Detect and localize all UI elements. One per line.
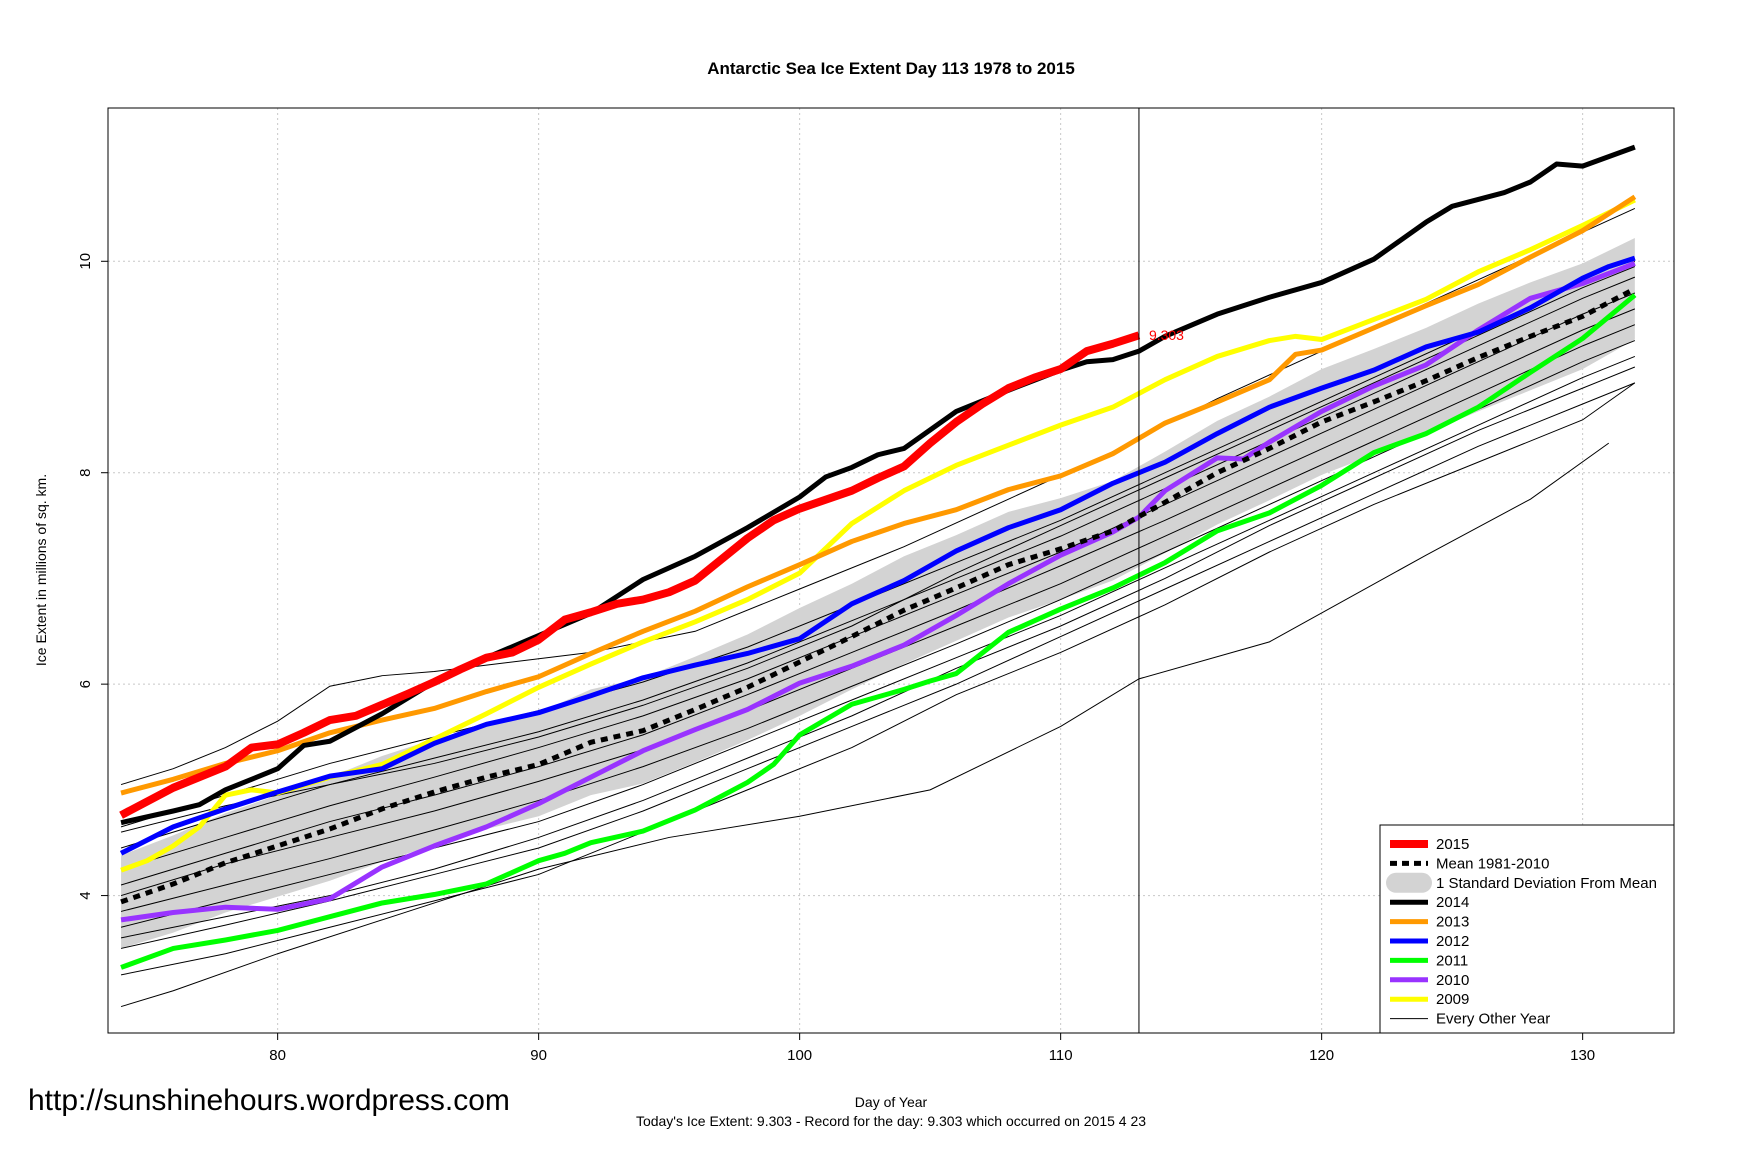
- current-day-layer: 9.303: [1138, 108, 1184, 1033]
- y-tick-label: 4: [77, 891, 94, 899]
- x-tick-label: 80: [269, 1047, 286, 1064]
- series-line-2009: [120, 197, 1636, 873]
- chart-title: Antarctic Sea Ice Extent Day 113 1978 to…: [707, 59, 1075, 78]
- current-value-label: 9.303: [1149, 327, 1184, 343]
- series-line-2011: [120, 293, 1637, 970]
- y-axis-label: Ice Extent in millions of sq. km.: [33, 474, 49, 666]
- footer-text: Today's Ice Extent: 9.303 - Record for t…: [636, 1113, 1146, 1129]
- legend-label-2011: 2011: [1436, 952, 1468, 969]
- legend-label-2010: 2010: [1436, 972, 1469, 989]
- x-tick-label: 100: [787, 1047, 812, 1064]
- y-axis: 4 6 8 10: [77, 253, 108, 900]
- x-tick-label: 110: [1049, 1047, 1073, 1064]
- series-line-mean-1981-2010: [120, 286, 1637, 905]
- series-line-other-year: [120, 266, 1636, 833]
- legend-label-2013: 2013: [1436, 914, 1469, 931]
- series-line-other-year: [120, 382, 1636, 976]
- series-line-other-year: [120, 366, 1636, 939]
- series-line-other-year: [120, 442, 1610, 1008]
- x-axis: 80 90 100 110 120 130: [269, 1033, 1595, 1064]
- legend-label-mean-1981-2010: Mean 1981-2010: [1436, 855, 1549, 872]
- y-tick-label: 8: [77, 469, 94, 477]
- series-line-2015: [119, 331, 1141, 819]
- legend-label-2014: 2014: [1436, 894, 1469, 911]
- legend: 2015 Mean 1981-2010 1 Standard Deviation F…: [1379, 824, 1675, 1034]
- x-tick-label: 90: [530, 1047, 547, 1064]
- legend-swatch-sd-band: [1386, 872, 1432, 893]
- series-line-2013: [120, 194, 1637, 796]
- y-tick-label: 10: [77, 253, 94, 270]
- x-axis-label: Day of Year: [855, 1094, 928, 1110]
- series-line-other-year: [120, 355, 1636, 928]
- series-line-2010: [120, 261, 1636, 923]
- x-tick-label: 120: [1309, 1047, 1334, 1064]
- series-line-other-year: [120, 292, 1636, 870]
- x-tick-label: 130: [1570, 1047, 1595, 1064]
- legend-label-2015: 2015: [1436, 836, 1469, 853]
- watermark-url: http://sunshinehours.wordpress.com: [28, 1084, 510, 1117]
- legend-label-every-other-year: Every Other Year: [1436, 1011, 1550, 1028]
- highlight-years-layer: [119, 144, 1637, 970]
- series-line-other-year: [120, 382, 1636, 949]
- legend-label-2012: 2012: [1436, 933, 1469, 950]
- series-line-2012: [119, 255, 1636, 856]
- series-line-other-year: [120, 260, 1636, 828]
- legend-box: [1379, 824, 1675, 1034]
- plot-frame: [107, 107, 1675, 1034]
- legend-label-1-standard-deviation-from-mean: 1 Standard Deviation From Mean: [1436, 875, 1657, 892]
- y-tick-label: 6: [77, 680, 94, 688]
- legend-label-2009: 2009: [1436, 991, 1469, 1008]
- series-line-2014: [120, 144, 1636, 826]
